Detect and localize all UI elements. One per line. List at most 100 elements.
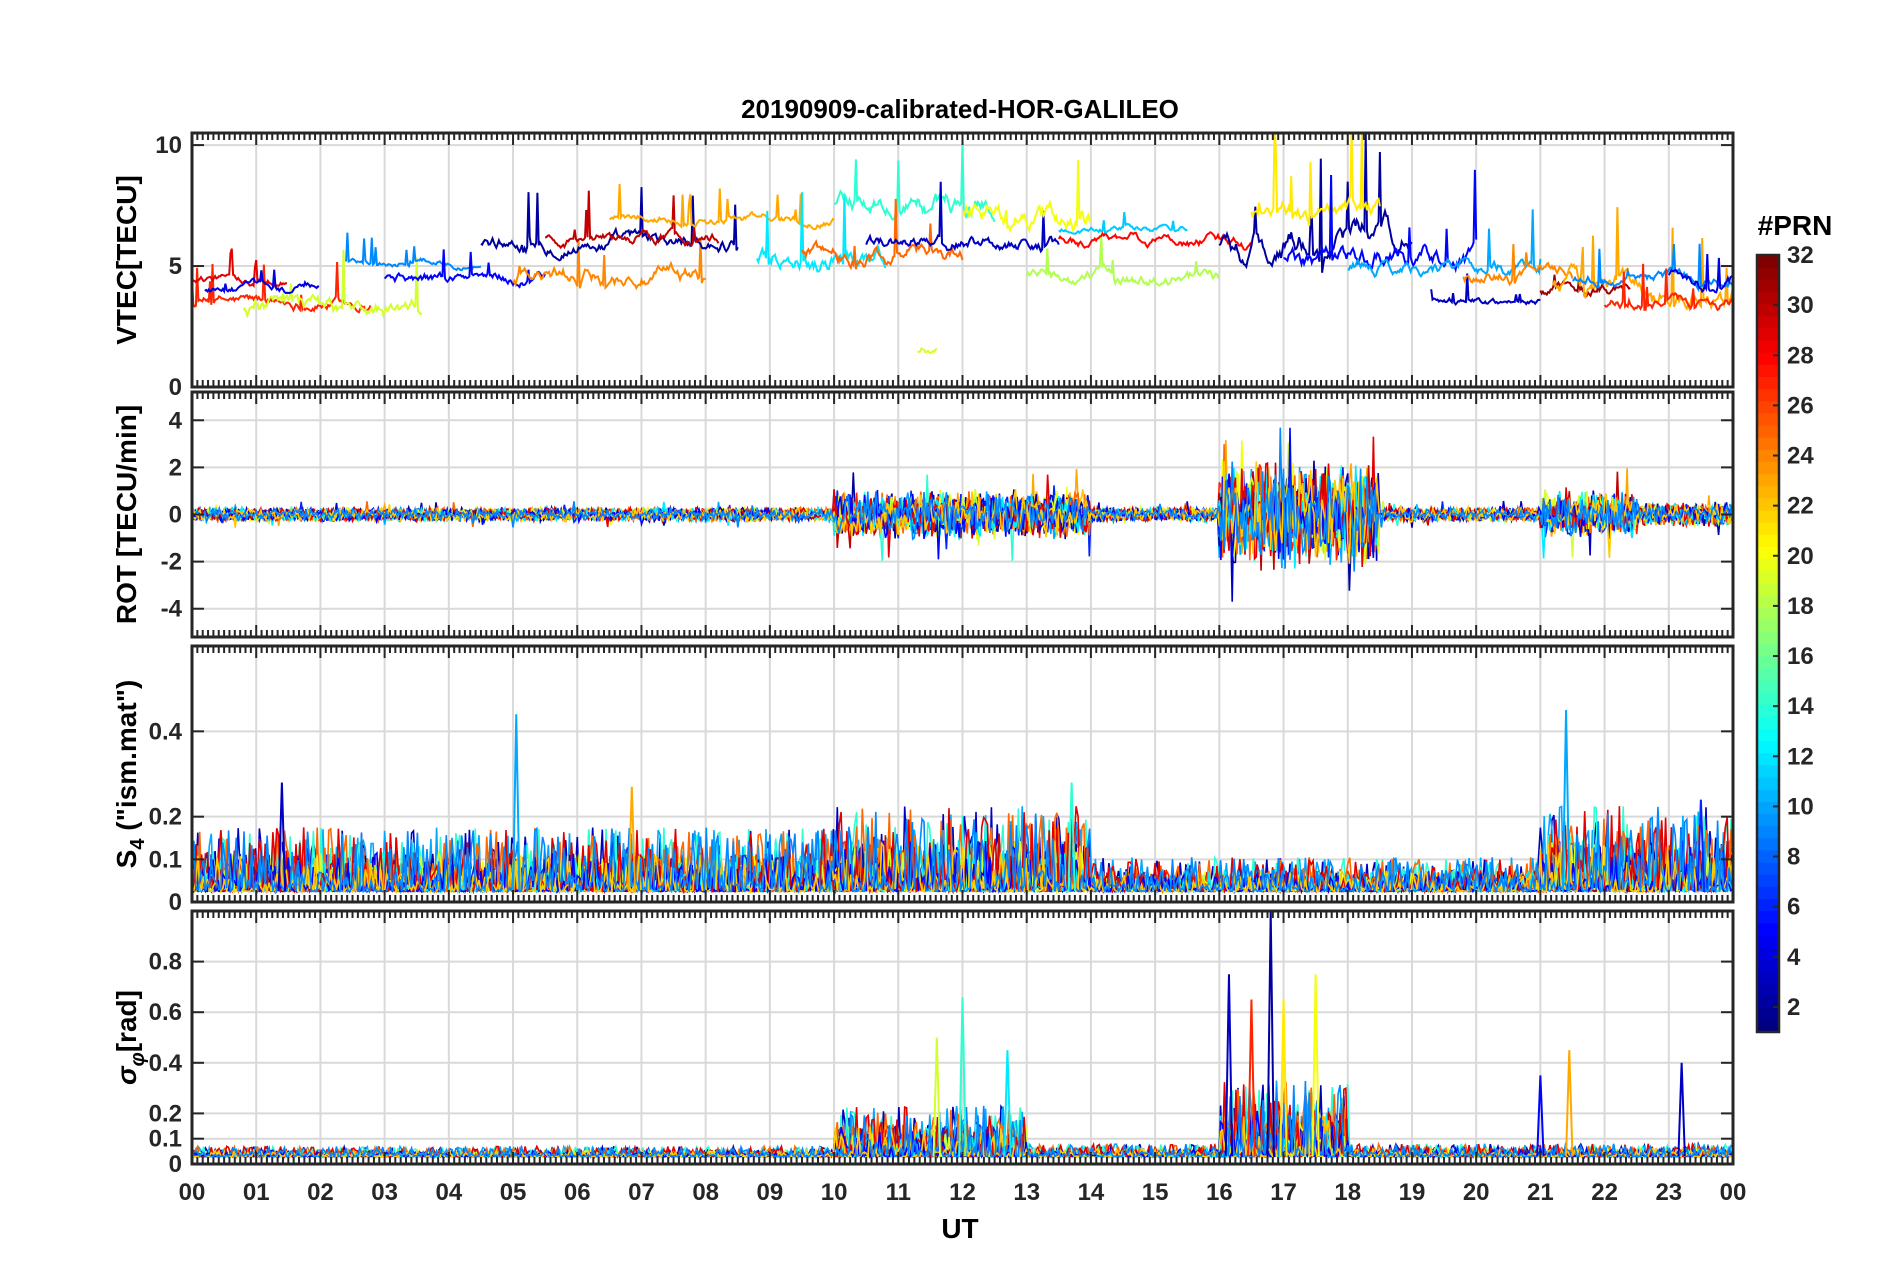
spike-prn-2 — [1266, 911, 1275, 1157]
series-line-prn-21 — [1250, 133, 1381, 226]
x-tick-label: 20 — [1463, 1179, 1490, 1206]
colorbar-swatch — [1757, 716, 1779, 730]
ticks — [191, 646, 1734, 903]
colorbar-tick-label: 4 — [1787, 944, 1801, 971]
colorbar-swatch — [1757, 947, 1779, 960]
x-tick-label: 03 — [371, 1179, 398, 1206]
colorbar-swatch — [1757, 740, 1779, 754]
series-line-prn-24 — [512, 237, 706, 291]
colorbar-swatch — [1757, 412, 1779, 426]
colorbar-swatch — [1757, 461, 1779, 475]
y-axis-label: S4 ("ism.mat") — [111, 680, 149, 869]
colorbar-swatch — [1757, 789, 1779, 802]
colorbar-swatch — [1757, 837, 1779, 851]
panel-3: 0 0.1 0.2 0.4S4 ("ism.mat") — [111, 644, 1735, 916]
series-line-prn-27 — [192, 261, 372, 314]
colorbar-swatch — [1757, 643, 1779, 657]
chart-title: 20190909-calibrated-HOR-GALILEO — [741, 94, 1179, 124]
colorbar-swatch — [1757, 825, 1779, 839]
series-group — [192, 709, 1732, 895]
colorbar-tick-label: 32 — [1787, 242, 1814, 269]
spike-prn-14 — [958, 996, 967, 1157]
colorbar-tick-label: 26 — [1787, 392, 1814, 419]
x-axis-label: UT — [941, 1213, 978, 1244]
series-line-prn-20 — [962, 159, 1092, 234]
colorbar-swatch — [1757, 631, 1779, 645]
colorbar-swatch — [1757, 279, 1779, 293]
x-tick-label: 02 — [307, 1179, 334, 1206]
y-axis-label: VTEC[TECU] — [111, 175, 142, 345]
y-tick-label: 5 — [169, 253, 182, 280]
spike-prn-10 — [1561, 709, 1571, 892]
ticks — [191, 392, 1734, 637]
series-line-prn-9 — [192, 806, 1732, 895]
spike-prn-14 — [1067, 782, 1076, 892]
colorbar-swatch — [1757, 267, 1779, 280]
ticks — [191, 911, 1734, 1165]
series-line-prn-5 — [1283, 169, 1478, 274]
colorbar-tick-label: 8 — [1787, 844, 1800, 871]
series-line-prn-9 — [345, 232, 482, 272]
x-tick-label: 08 — [692, 1179, 719, 1206]
y-tick-label: 0.4 — [149, 718, 183, 745]
colorbar-swatch — [1757, 315, 1779, 329]
y-axis-label-rest: [rad] — [111, 990, 142, 1052]
colorbar-tick-label: 14 — [1787, 693, 1814, 720]
colorbar-swatch — [1757, 327, 1779, 341]
colorbar-swatch — [1757, 655, 1779, 669]
series-line-prn-22 — [192, 460, 1733, 564]
x-tick-label: 09 — [757, 1179, 784, 1206]
x-tick-label: 07 — [628, 1179, 655, 1206]
panel-1: 0 5 10 VTEC[TECU] — [111, 131, 1735, 401]
series-line-prn-25 — [801, 198, 964, 271]
spike-prn-23 — [1565, 1050, 1574, 1157]
y-tick-label: 0.8 — [149, 949, 182, 976]
panel-4: 00.10.20.40.60.8σφ[rad]00 01 02 03 04 05 06 07 0… — [111, 909, 1746, 1206]
series-line-prn-19 — [242, 249, 423, 319]
y-axis-label-sub: 4 — [127, 838, 149, 850]
spike-prn-20 — [1311, 974, 1320, 1157]
colorbar-tick-label: 2 — [1787, 994, 1800, 1021]
colorbar-swatch — [1757, 704, 1779, 717]
colorbar-swatch — [1757, 995, 1779, 1009]
x-tick-label: 22 — [1591, 1179, 1618, 1206]
colorbar-swatch — [1757, 667, 1779, 681]
colorbar-tick-label: 6 — [1787, 894, 1800, 921]
y-tick-label: 0 — [169, 374, 182, 401]
x-tick-label: 18 — [1334, 1179, 1361, 1206]
y-tick-label: 0 — [169, 889, 182, 916]
colorbar-swatch — [1757, 886, 1779, 900]
y-tick-label: 0.6 — [149, 999, 182, 1026]
panel-2: -4 -2 0 2 4 ROT [TECU/min] — [111, 390, 1735, 639]
colorbar-swatch — [1757, 679, 1779, 693]
y-tick-label: 0.1 — [149, 846, 182, 873]
series-line-prn-30 — [544, 190, 720, 250]
x-tick-label: 14 — [1078, 1179, 1105, 1206]
y-tick-label: 0.2 — [149, 1100, 182, 1127]
spike-prn-3 — [1224, 974, 1234, 1157]
series-line-prn-22 — [192, 840, 1732, 895]
y-tick-label: 0.1 — [149, 1126, 182, 1153]
y-axis-label-rest: ("ism.mat") — [111, 680, 142, 839]
colorbar-tick-label: 16 — [1787, 643, 1814, 670]
colorbar-tick-label: 22 — [1787, 493, 1814, 520]
colorbar-swatch — [1757, 959, 1779, 972]
y-tick-label: 0.2 — [149, 804, 182, 831]
colorbar-swatch — [1757, 546, 1779, 560]
series-group — [192, 133, 1733, 355]
colorbar-swatch — [1757, 509, 1779, 523]
colorbar-swatch — [1757, 352, 1779, 365]
x-tick-label: 05 — [500, 1179, 527, 1206]
spike-prn-21 — [1279, 999, 1288, 1157]
y-tick-label: 2 — [169, 454, 182, 481]
series-group — [192, 427, 1733, 602]
series-line-prn-29 — [192, 248, 287, 289]
colorbar-swatch — [1757, 728, 1779, 742]
colorbar-swatch — [1757, 400, 1779, 414]
colorbar-swatch — [1757, 983, 1779, 997]
colorbar-swatch — [1757, 376, 1779, 390]
colorbar-swatch — [1757, 303, 1779, 317]
